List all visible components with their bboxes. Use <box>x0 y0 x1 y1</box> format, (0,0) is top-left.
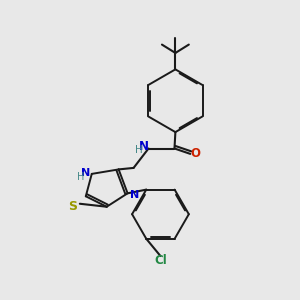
Text: O: O <box>191 147 201 161</box>
Text: H: H <box>135 145 142 155</box>
Text: S: S <box>68 200 77 213</box>
Text: N: N <box>81 168 90 178</box>
Text: N: N <box>139 140 149 153</box>
Text: H: H <box>77 172 84 182</box>
Text: Cl: Cl <box>154 254 167 267</box>
Text: N: N <box>130 190 139 200</box>
